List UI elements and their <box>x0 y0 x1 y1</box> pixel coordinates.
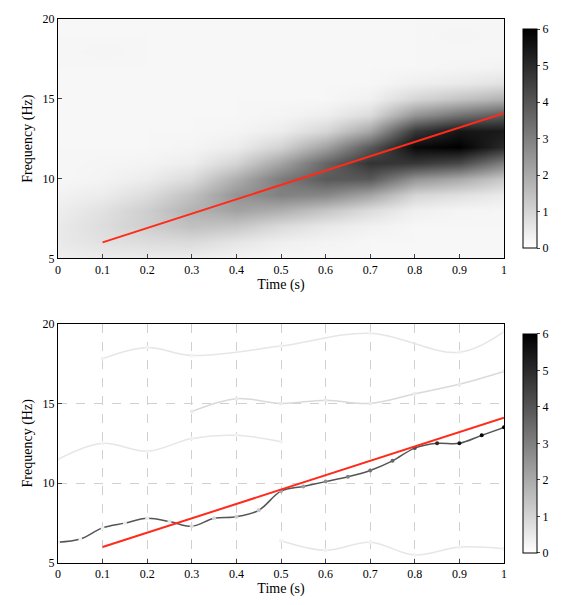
svg-text:6: 6 <box>542 22 548 36</box>
svg-text:0.5: 0.5 <box>274 567 289 581</box>
svg-text:0: 0 <box>542 241 548 255</box>
svg-text:2: 2 <box>542 473 548 487</box>
svg-text:3: 3 <box>542 437 548 451</box>
svg-text:5: 5 <box>542 59 548 73</box>
svg-text:5: 5 <box>49 252 55 266</box>
svg-text:4: 4 <box>542 95 548 109</box>
svg-text:10: 10 <box>43 172 55 186</box>
svg-text:0: 0 <box>55 263 61 277</box>
svg-text:0.9: 0.9 <box>452 263 467 277</box>
svg-text:1: 1 <box>501 263 507 277</box>
svg-text:0: 0 <box>55 567 61 581</box>
svg-text:15: 15 <box>43 397 55 411</box>
svg-text:4: 4 <box>542 400 548 414</box>
svg-text:10: 10 <box>43 476 55 490</box>
svg-text:0.4: 0.4 <box>229 263 244 277</box>
svg-text:0.3: 0.3 <box>184 263 199 277</box>
svg-text:1: 1 <box>501 567 507 581</box>
svg-text:2: 2 <box>542 168 548 182</box>
svg-text:15: 15 <box>43 92 55 106</box>
svg-text:Time (s): Time (s) <box>257 277 305 293</box>
svg-text:0.9: 0.9 <box>452 567 467 581</box>
svg-text:20: 20 <box>43 317 55 331</box>
svg-text:1: 1 <box>542 205 548 219</box>
svg-text:0.8: 0.8 <box>407 567 422 581</box>
svg-text:0.4: 0.4 <box>229 567 244 581</box>
svg-text:0.8: 0.8 <box>407 263 422 277</box>
svg-text:0.3: 0.3 <box>184 567 199 581</box>
svg-text:0.2: 0.2 <box>140 567 155 581</box>
svg-text:0.1: 0.1 <box>95 567 110 581</box>
svg-text:Time (s): Time (s) <box>257 581 305 597</box>
svg-text:Frequency (Hz): Frequency (Hz) <box>20 399 36 488</box>
svg-text:0.5: 0.5 <box>274 263 289 277</box>
svg-text:0.7: 0.7 <box>363 263 378 277</box>
svg-text:6: 6 <box>542 327 548 341</box>
svg-text:5: 5 <box>49 556 55 570</box>
svg-text:20: 20 <box>43 12 55 26</box>
svg-text:0.2: 0.2 <box>140 263 155 277</box>
svg-text:0: 0 <box>542 546 548 560</box>
svg-text:0.6: 0.6 <box>318 263 333 277</box>
svg-text:1: 1 <box>542 510 548 524</box>
svg-text:0.6: 0.6 <box>318 567 333 581</box>
svg-text:Frequency (Hz): Frequency (Hz) <box>20 94 36 183</box>
svg-text:0.1: 0.1 <box>95 263 110 277</box>
svg-text:0.7: 0.7 <box>363 567 378 581</box>
svg-text:5: 5 <box>542 364 548 378</box>
svg-text:3: 3 <box>542 132 548 146</box>
